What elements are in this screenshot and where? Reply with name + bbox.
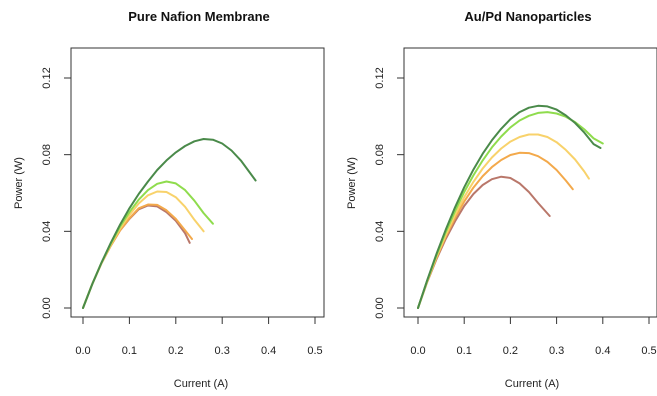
series-line bbox=[82, 180, 214, 309]
y-axis-label: Power (W) bbox=[346, 157, 358, 209]
y-axis: 0.00 0.04 0.08 0.12 bbox=[41, 67, 72, 319]
series-line bbox=[417, 104, 602, 309]
x-tick-label: 0.2 bbox=[503, 345, 518, 357]
plot-frame bbox=[70, 47, 325, 318]
x-axis-label: Current (A) bbox=[505, 378, 559, 390]
y-axis: 0.00 0.04 0.08 0.12 bbox=[374, 67, 405, 319]
chart-title: Au/Pd Nanoparticles bbox=[464, 9, 591, 24]
y-tick-label: 0.04 bbox=[374, 221, 386, 242]
series-lines bbox=[82, 138, 257, 309]
x-tick-label: 0.0 bbox=[75, 345, 90, 357]
series-line bbox=[82, 190, 205, 309]
x-tick-label: 0.5 bbox=[307, 345, 322, 357]
y-tick-label: 0.08 bbox=[374, 144, 386, 165]
x-tick-label: 0.0 bbox=[410, 345, 425, 357]
plot-frame bbox=[403, 47, 657, 318]
x-tick-label: 0.4 bbox=[595, 345, 610, 357]
series-lines bbox=[417, 104, 604, 309]
x-axis-label: Current (A) bbox=[174, 378, 228, 390]
series-line bbox=[417, 133, 590, 309]
y-tick-label: 0.08 bbox=[41, 144, 53, 165]
y-tick-label: 0.12 bbox=[41, 67, 53, 88]
y-tick-label: 0.12 bbox=[374, 67, 386, 88]
chart-panel-pure-nafion: Pure Nafion Membrane 0.0 0.1 0.2 0.3 0.4 0.5 … bbox=[13, 9, 325, 390]
y-axis-label: Power (W) bbox=[13, 157, 25, 209]
chart-panel-au-pd: Au/Pd Nanoparticles 0.0 0.1 0.2 0.3 0.4 0.5 0… bbox=[346, 9, 657, 390]
series-line bbox=[82, 204, 191, 309]
x-axis: 0.0 0.1 0.2 0.3 0.4 0.5 bbox=[410, 316, 657, 357]
x-axis: 0.0 0.1 0.2 0.3 0.4 0.5 bbox=[75, 316, 323, 357]
series-line bbox=[417, 175, 551, 309]
y-tick-label: 0.04 bbox=[41, 221, 53, 242]
x-tick-label: 0.3 bbox=[549, 345, 564, 357]
x-tick-label: 0.2 bbox=[168, 345, 183, 357]
series-line bbox=[82, 203, 193, 309]
x-tick-label: 0.1 bbox=[122, 345, 137, 357]
series-line bbox=[417, 151, 574, 309]
y-tick-label: 0.00 bbox=[41, 297, 53, 318]
x-tick-label: 0.1 bbox=[457, 345, 472, 357]
x-tick-label: 0.3 bbox=[215, 345, 230, 357]
y-tick-label: 0.00 bbox=[374, 297, 386, 318]
chart-title: Pure Nafion Membrane bbox=[128, 9, 270, 24]
x-tick-label: 0.4 bbox=[261, 345, 276, 357]
x-tick-label: 0.5 bbox=[641, 345, 656, 357]
series-line bbox=[82, 138, 257, 309]
